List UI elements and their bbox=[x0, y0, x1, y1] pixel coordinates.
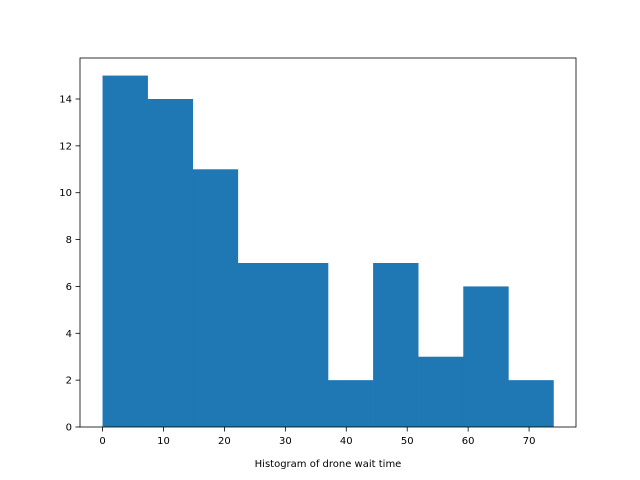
histogram-bar-3 bbox=[237, 263, 284, 427]
y-tick-label: 4 bbox=[66, 329, 72, 340]
y-tick-label: 12 bbox=[59, 141, 72, 152]
histogram-bar-9 bbox=[508, 380, 554, 427]
histogram-bar-1 bbox=[147, 99, 194, 427]
histogram-bar-5 bbox=[328, 380, 374, 427]
y-tick-label: 2 bbox=[66, 376, 72, 387]
y-tick-label: 8 bbox=[66, 235, 72, 246]
x-tick-label: 60 bbox=[462, 436, 475, 447]
histogram-bar-4 bbox=[282, 263, 329, 427]
histogram-bar-6 bbox=[373, 263, 419, 427]
y-tick-label: 14 bbox=[59, 95, 72, 106]
histogram-bar-8 bbox=[463, 286, 509, 427]
x-tick-label: 20 bbox=[218, 436, 231, 447]
bars-group bbox=[102, 75, 554, 428]
y-tick-label: 6 bbox=[66, 282, 72, 293]
histogram-bar-7 bbox=[418, 356, 464, 427]
x-tick-label: 50 bbox=[401, 436, 414, 447]
y-axis-ticks: 0 2 4 6 8 10 12 14 bbox=[59, 95, 80, 434]
x-tick-label: 40 bbox=[340, 436, 353, 447]
histogram-bar-2 bbox=[192, 169, 239, 428]
plot-frame bbox=[79, 57, 577, 428]
x-tick-label: 70 bbox=[523, 436, 536, 447]
y-tick-label: 10 bbox=[59, 188, 72, 199]
x-tick-label: 0 bbox=[99, 436, 105, 447]
x-tick-label: 10 bbox=[157, 436, 170, 447]
x-axis-label: Histogram of drone wait time bbox=[255, 459, 402, 470]
x-axis-ticks: 0 10 20 30 40 50 60 70 bbox=[99, 427, 535, 447]
x-tick-label: 30 bbox=[279, 436, 292, 447]
histogram-bar-0 bbox=[102, 75, 148, 428]
y-tick-label: 0 bbox=[66, 423, 72, 434]
